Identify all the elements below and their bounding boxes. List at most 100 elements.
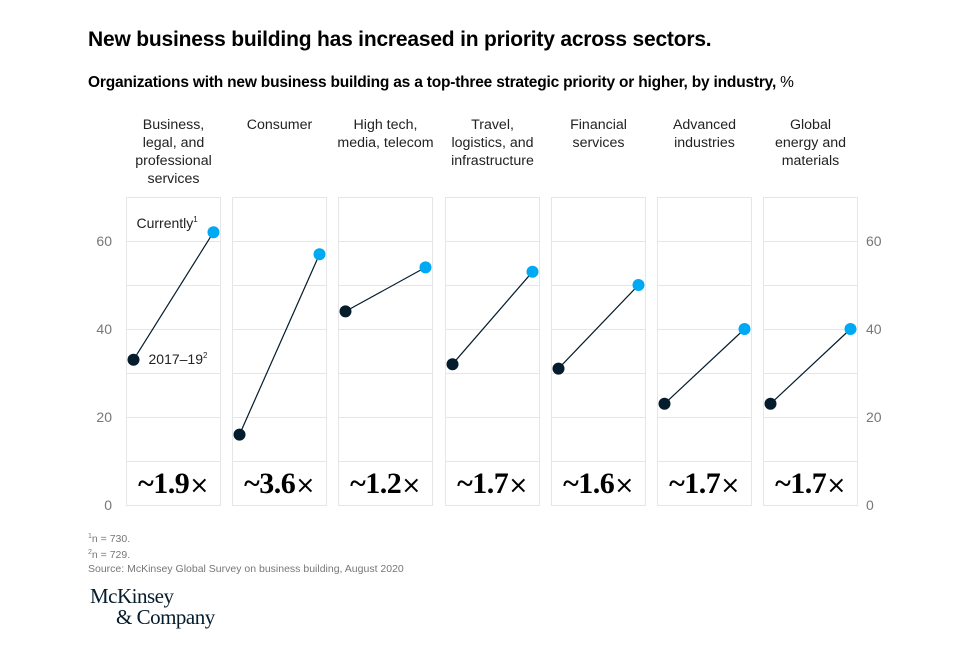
panel-label: High tech, media, telecom bbox=[326, 116, 446, 152]
panel-label-line: Travel, bbox=[471, 117, 514, 133]
source-note: Source: McKinsey Global Survey on busine… bbox=[88, 563, 404, 575]
dot-2017-19 bbox=[339, 305, 352, 318]
multiplier-symbol: × bbox=[508, 471, 528, 499]
slope-line bbox=[664, 328, 745, 405]
logo-line-1: McKinsey bbox=[90, 584, 174, 608]
footnote-marker: 1 bbox=[88, 533, 92, 540]
panel-label-line: services bbox=[572, 135, 625, 151]
subtitle-text: Organizations with new business building… bbox=[88, 74, 777, 91]
multiplier-label: ~3.6× bbox=[233, 464, 327, 505]
dot-currently bbox=[526, 265, 539, 278]
multiplier-value: ~3.6 bbox=[244, 467, 296, 500]
panel-label: Advanced industries bbox=[645, 116, 765, 152]
dot-currently bbox=[738, 323, 751, 335]
y-tick-left: 0 bbox=[104, 497, 112, 513]
panel-frame bbox=[232, 197, 327, 506]
panel-label-line: Global bbox=[789, 117, 831, 133]
dot-2017-19 bbox=[446, 358, 459, 371]
y-tick-left: 20 bbox=[96, 409, 112, 425]
legend-currently: Currently1 bbox=[137, 215, 198, 231]
panel-frame bbox=[763, 197, 858, 506]
multiplier-value: ~1.7 bbox=[669, 467, 721, 500]
legend-currently-text: Currently bbox=[136, 215, 194, 232]
panel-label-line: legal, and bbox=[142, 135, 205, 151]
multiplier-label: ~1.7× bbox=[658, 464, 752, 505]
panel-label-line: Financial bbox=[570, 117, 627, 133]
slope-line bbox=[770, 328, 851, 405]
y-tick-right: 60 bbox=[866, 233, 882, 249]
slope-line bbox=[558, 284, 639, 370]
multiplier-label: ~1.9× bbox=[127, 464, 221, 505]
dot-currently bbox=[844, 323, 857, 335]
panel-label-line: Consumer bbox=[246, 117, 313, 133]
panel-label-line: professional bbox=[135, 153, 212, 169]
panel-label: Business, legal, and professional services bbox=[114, 116, 234, 188]
panel-label: Travel, logistics, and infrastructure bbox=[433, 116, 553, 170]
slope-line bbox=[238, 253, 321, 435]
panel-label-line: industries bbox=[674, 135, 735, 151]
panel-frame bbox=[445, 197, 540, 506]
legend-2017-19-text: 2017–19 bbox=[148, 350, 204, 367]
footnotes: 1n = 730. 2n = 729. Source: McKinsey Glo… bbox=[88, 530, 404, 576]
y-tick-left: 40 bbox=[96, 321, 112, 337]
footnote-2: 2n = 729. bbox=[88, 546, 404, 562]
logo-line-2: & Company bbox=[116, 605, 215, 629]
footnote-ref: 2 bbox=[203, 350, 208, 360]
panel-label: Financial services bbox=[539, 116, 659, 152]
panel-label-line: Advanced bbox=[672, 117, 737, 133]
multiplier-symbol: × bbox=[189, 471, 209, 499]
panel-label: Global energy and materials bbox=[751, 116, 871, 170]
multiplier-label: ~1.7× bbox=[446, 464, 540, 505]
panel-label-line: Business, bbox=[142, 117, 205, 133]
footnote-text: n = 730. bbox=[91, 533, 131, 545]
y-tick-left: 60 bbox=[96, 233, 112, 249]
multiplier-symbol: × bbox=[295, 471, 315, 499]
chart-subtitle: Organizations with new business building… bbox=[88, 74, 794, 92]
dot-2017-19 bbox=[127, 353, 140, 366]
footnote-1: 1n = 730. bbox=[88, 530, 404, 546]
dot-2017-19 bbox=[233, 428, 246, 441]
dot-2017-19 bbox=[764, 397, 777, 410]
panel-label-line: materials bbox=[781, 153, 840, 169]
chart-title: New business building has increased in p… bbox=[88, 28, 712, 51]
multiplier-value: ~1.9 bbox=[138, 467, 190, 500]
slope-line bbox=[345, 266, 426, 312]
panel-label-line: logistics, and bbox=[451, 135, 534, 151]
multiplier-label: ~1.6× bbox=[552, 464, 646, 505]
multiplier-value: ~1.2 bbox=[350, 467, 402, 500]
dot-currently bbox=[207, 226, 220, 239]
multiplier-label: ~1.7× bbox=[764, 464, 858, 505]
slope-line bbox=[452, 271, 533, 365]
dot-2017-19 bbox=[552, 362, 565, 375]
mckinsey-logo: McKinsey & Company bbox=[90, 586, 215, 628]
multiplier-value: ~1.7 bbox=[775, 467, 827, 500]
panel-frame bbox=[338, 197, 433, 506]
y-tick-right: 40 bbox=[866, 321, 882, 337]
multiplier-label: ~1.2× bbox=[339, 464, 433, 505]
multiplier-symbol: × bbox=[826, 471, 846, 499]
panel-label-line: media, telecom bbox=[337, 135, 434, 151]
panel-frame bbox=[126, 197, 221, 506]
panel-frame bbox=[551, 197, 646, 506]
panel-label-line: energy and bbox=[775, 135, 846, 151]
dot-currently bbox=[632, 279, 645, 291]
multiplier-symbol: × bbox=[720, 471, 740, 499]
footnote-marker: 2 bbox=[88, 549, 92, 556]
y-tick-right: 20 bbox=[866, 409, 882, 425]
footnote-text: n = 729. bbox=[91, 549, 131, 561]
multiplier-value: ~1.7 bbox=[457, 467, 509, 500]
subtitle-unit: % bbox=[780, 74, 794, 91]
dot-currently bbox=[313, 248, 326, 261]
panel-label-line: infrastructure bbox=[451, 153, 534, 169]
panel-frame bbox=[657, 197, 752, 506]
slope-line bbox=[132, 231, 215, 361]
multiplier-symbol: × bbox=[614, 471, 634, 499]
panel-label-line: services bbox=[147, 171, 200, 187]
dot-currently bbox=[419, 261, 432, 274]
multiplier-symbol: × bbox=[401, 471, 421, 499]
footnote-ref: 1 bbox=[193, 215, 198, 225]
multiplier-value: ~1.6 bbox=[563, 467, 615, 500]
panel-label: Consumer bbox=[220, 116, 340, 134]
legend-2017-19: 2017–192 bbox=[149, 351, 208, 367]
